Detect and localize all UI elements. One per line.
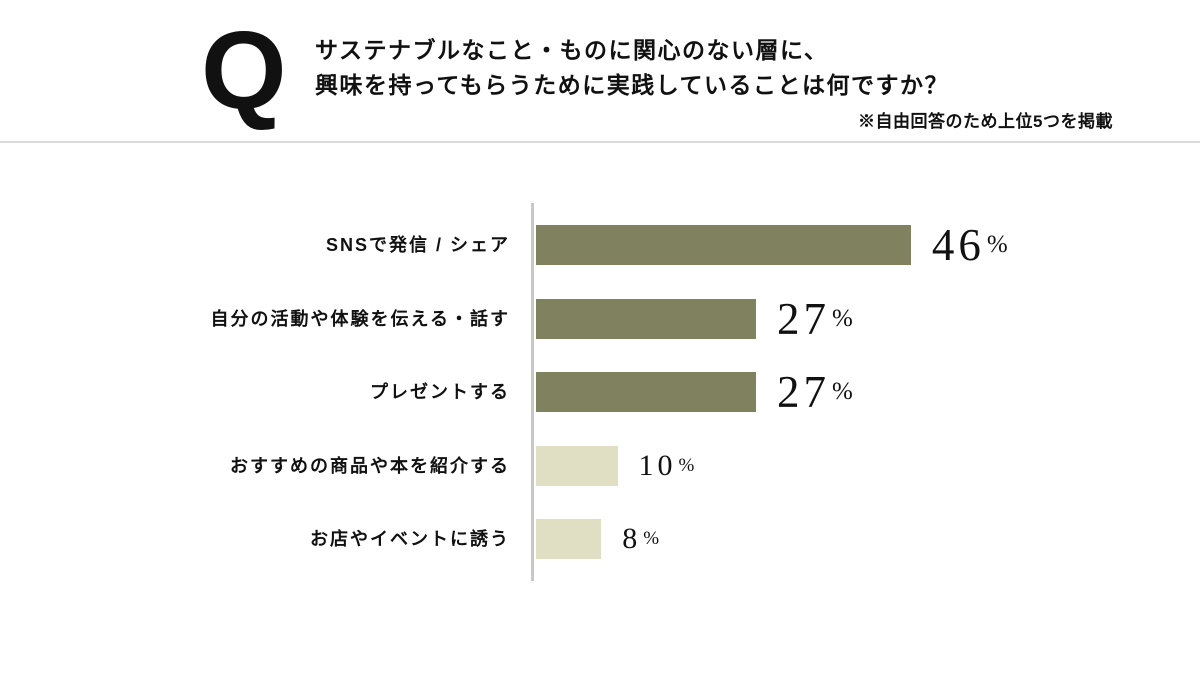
chart-row: SNSで発信 / シェア 46 % xyxy=(0,220,1200,270)
chart-row: おすすめの商品や本を紹介する 10 % xyxy=(0,445,1200,486)
question-title-line-2: 興味を持ってもらうために実践していることは何ですか？ xyxy=(315,72,950,98)
value-number: 27 xyxy=(777,367,831,417)
bar-label: プレゼントする xyxy=(370,382,510,402)
value-unit: % xyxy=(832,304,853,332)
question-header: Q サステナブルなこと・ものに関心のない層に、 興味を持ってもらうために実践して… xyxy=(0,0,1200,142)
bar xyxy=(536,445,618,486)
bar xyxy=(536,372,757,412)
value-number: 46 xyxy=(931,220,985,270)
value-number: 10 xyxy=(638,448,677,482)
bar xyxy=(536,298,757,339)
chart-row: お店やイベントに誘う 8 % xyxy=(0,519,1200,559)
chart-row: プレゼントする 27 % xyxy=(0,367,1200,417)
bar-value: 27 % xyxy=(777,293,853,344)
question-title-line-1: サステナブルなこと・ものに関心のない層に、 xyxy=(315,37,829,63)
bar-value: 10 % xyxy=(639,446,695,486)
header-divider xyxy=(0,141,1200,143)
value-unit: % xyxy=(986,231,1008,258)
value-number: 27 xyxy=(777,293,831,344)
chart-axis-line xyxy=(531,203,534,581)
chart-row: 自分の活動や体験を伝える・話す 27 % xyxy=(0,293,1200,344)
value-number: 8 xyxy=(622,522,642,555)
value-unit: % xyxy=(643,528,660,549)
value-unit: % xyxy=(678,454,695,476)
bar-label: おすすめの商品や本を紹介する xyxy=(230,455,510,476)
question-title: サステナブルなこと・ものに関心のない層に、 興味を持ってもらうために実践している… xyxy=(315,33,949,103)
bar-label: SNSで発信 / シェア xyxy=(325,235,510,255)
bar xyxy=(536,225,911,265)
bar xyxy=(536,519,602,559)
bar-value: 27 % xyxy=(777,367,853,417)
bar-label: お店やイベントに誘う xyxy=(310,529,510,549)
bar-value: 8 % xyxy=(622,519,659,559)
bar-label: 自分の活動や体験を伝える・話す xyxy=(210,308,510,329)
bar-value: 46 % xyxy=(931,220,1008,270)
annotation-note: ※自由回答のため上位5つを掲載 xyxy=(858,112,1113,131)
value-unit: % xyxy=(832,378,853,405)
q-mark: Q xyxy=(201,9,287,132)
